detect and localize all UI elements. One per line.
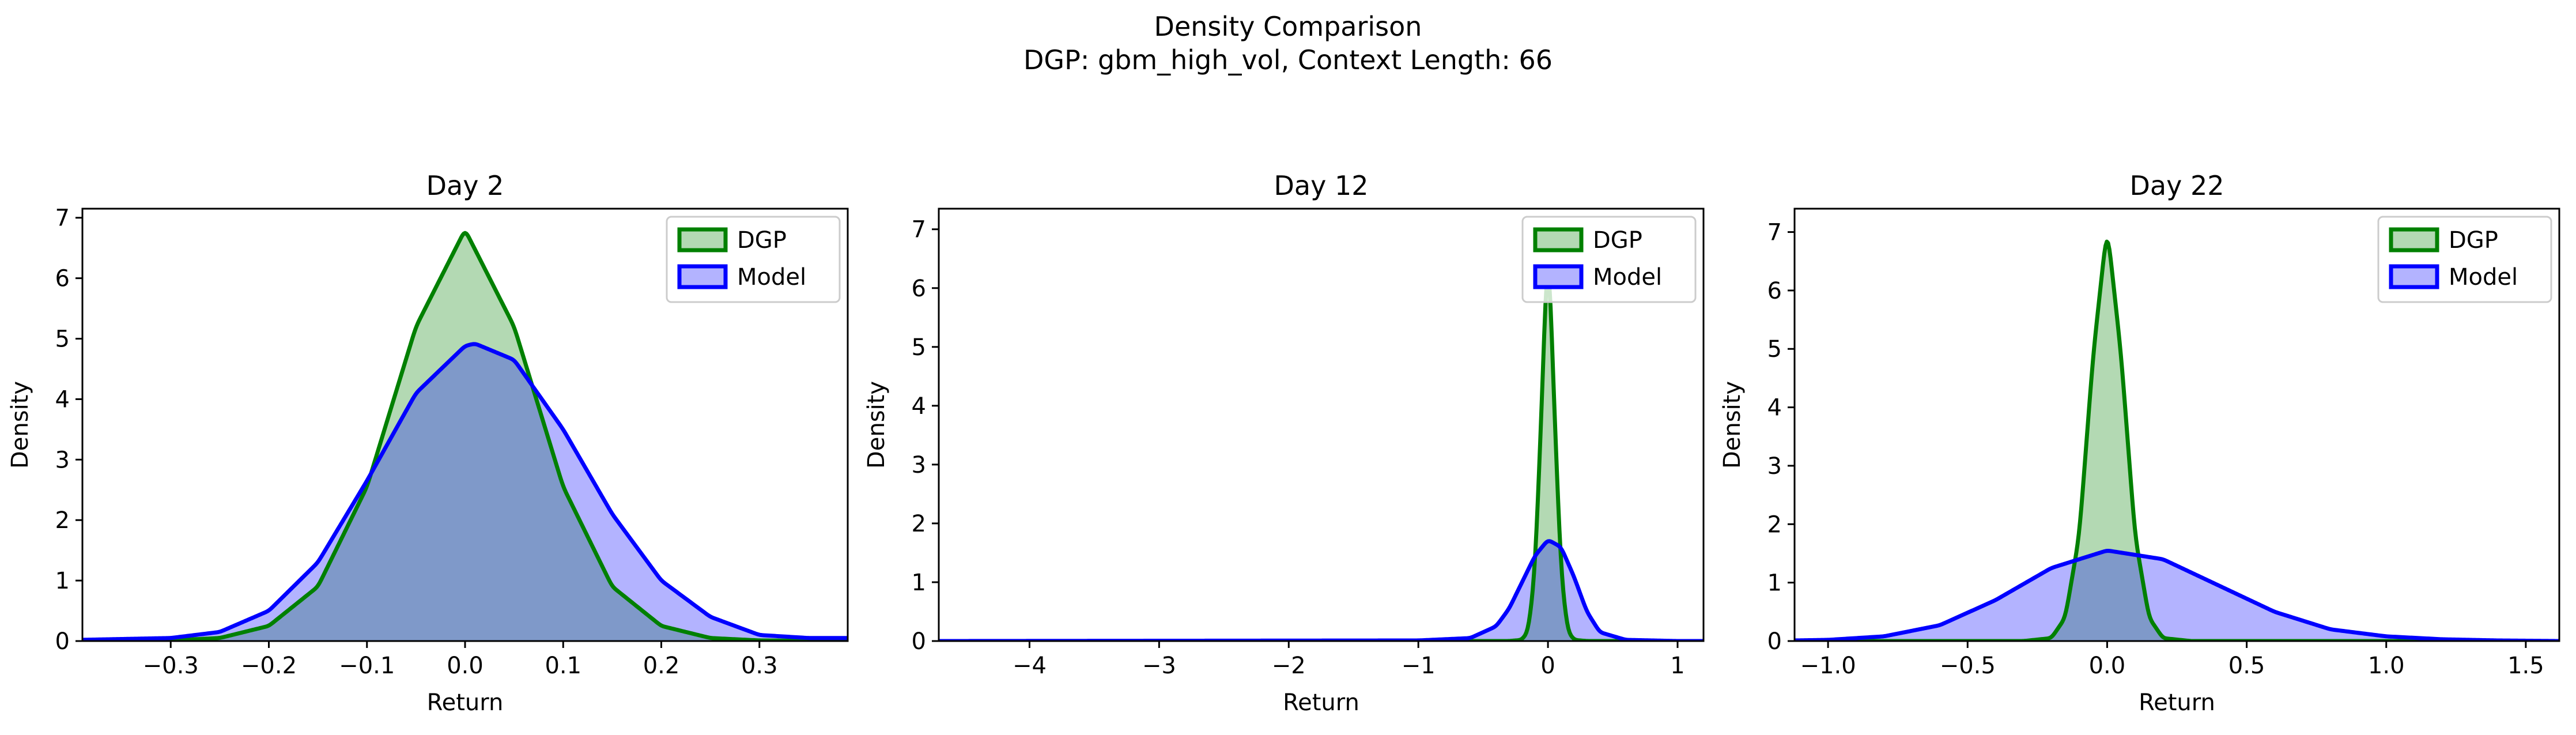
x-tick-label: −3 [1142,653,1176,679]
y-tick-label: 1 [55,568,70,594]
panel-title: Day 22 [2130,170,2224,201]
x-tick-label: −0.2 [241,653,297,679]
x-tick-label: 1.5 [2507,653,2544,679]
x-tick-label: 0.0 [2089,653,2126,679]
x-tick-label: 1.0 [2368,653,2405,679]
y-tick-label: 1 [912,570,926,596]
legend-label: DGP [737,227,787,254]
dgp-density-fill [939,274,1704,641]
plot-area [939,272,1704,641]
y-tick-label: 5 [1767,336,1782,363]
legend-label: Model [2449,264,2518,291]
overlap-density-fill [939,541,1704,641]
y-tick-label: 2 [912,511,926,537]
panel-2: −4 −3 −2 −1 0 1 0 1 2 3 4 5 6 7 Day 12 Return Density DGP… [863,170,1705,716]
legend-swatch-dgp [677,227,728,252]
legend-swatch-model [2389,264,2439,289]
legend: DGP Model [666,216,841,303]
x-tick-label: 0.1 [545,653,581,679]
panel-3: −1.0 −0.5 0.0 0.5 1.0 1.5 0 1 2 3 4 5 6 7 Day 22 Return… [1719,170,2560,716]
y-axis-label: Density [1719,381,1746,469]
model-density-fill [939,541,1704,641]
x-tick-label: −0.1 [339,653,395,679]
x-tick-label: −2 [1272,653,1306,679]
y-tick-label: 3 [55,447,70,473]
y-tick-label: 2 [55,507,70,534]
plot-area [1795,239,2559,641]
y-tick-label: 6 [912,276,926,302]
y-tick-label: 7 [912,217,926,243]
x-tick-label: 1 [1670,653,1684,679]
x-tick-label: −4 [1013,653,1047,679]
y-tick-label: 0 [1767,628,1782,655]
panel-title: Day 12 [1274,170,1369,201]
model-density-line [82,342,848,641]
y-tick-label: 4 [912,393,926,420]
plot-area [82,231,848,641]
model-density-fill [1795,551,2559,641]
dgp-density-line [1795,239,2559,641]
axes-frame [1793,208,2560,642]
y-tick-label: 1 [1767,570,1782,597]
x-tick-label: 0.5 [2228,653,2265,679]
x-axis-label: Return [427,689,504,716]
x-tick-label: 0.2 [643,653,680,679]
figure-title: Density Comparison [1154,11,1422,42]
legend-swatch-model [677,264,728,289]
dgp-density-line [82,231,848,641]
model-density-line [1795,549,2559,641]
y-tick-label: 5 [55,326,70,353]
panel-1: −0.3 −0.2 −0.1 0.0 0.1 0.2 0.3 0 1 2 3 4 5 6 7 Day 2 Ret… [7,170,849,716]
legend-label: DGP [2449,227,2498,254]
y-tick-label: 7 [55,205,70,232]
y-tick-label: 5 [912,334,926,361]
axes-frame [938,208,1705,642]
x-tick-label: −1 [1402,653,1436,679]
x-tick-label: 0.0 [447,653,484,679]
y-tick-label: 3 [1767,453,1782,480]
figure-subtitle: DGP: gbm_high_vol, Context Length: 66 [1023,44,1553,76]
y-tick-label: 4 [55,386,70,413]
x-tick-label: 0.3 [741,653,778,679]
legend-swatch-dgp [2389,227,2439,252]
legend-swatch-dgp [1533,227,1584,252]
legend-label: Model [1593,264,1662,291]
x-axis-label: Return [1283,689,1359,716]
x-axis-label: Return [2139,689,2215,716]
panel-title: Day 2 [426,170,504,201]
y-tick-label: 0 [55,628,70,655]
y-tick-label: 6 [55,266,70,292]
x-tick-label: 0 [1540,653,1555,679]
legend-swatch-model [1533,264,1584,289]
legend-label: DGP [1593,227,1642,254]
overlap-density-fill [82,344,848,641]
legend-label: Model [737,264,806,291]
y-axis-label: Density [7,381,33,469]
y-tick-label: 6 [1767,278,1782,304]
x-tick-label: −1.0 [1800,653,1856,679]
legend: DGP Model [1521,216,1697,303]
legend: DGP Model [2377,216,2552,303]
dgp-density-line [939,272,1704,641]
y-tick-label: 7 [1767,220,1782,246]
y-tick-label: 0 [912,628,926,655]
x-tick-label: −0.5 [1940,653,1996,679]
y-tick-label: 2 [1767,511,1782,538]
x-tick-label: −0.3 [143,653,199,679]
y-axis-label: Density [863,381,890,469]
y-tick-label: 3 [912,452,926,478]
y-tick-label: 4 [1767,395,1782,421]
